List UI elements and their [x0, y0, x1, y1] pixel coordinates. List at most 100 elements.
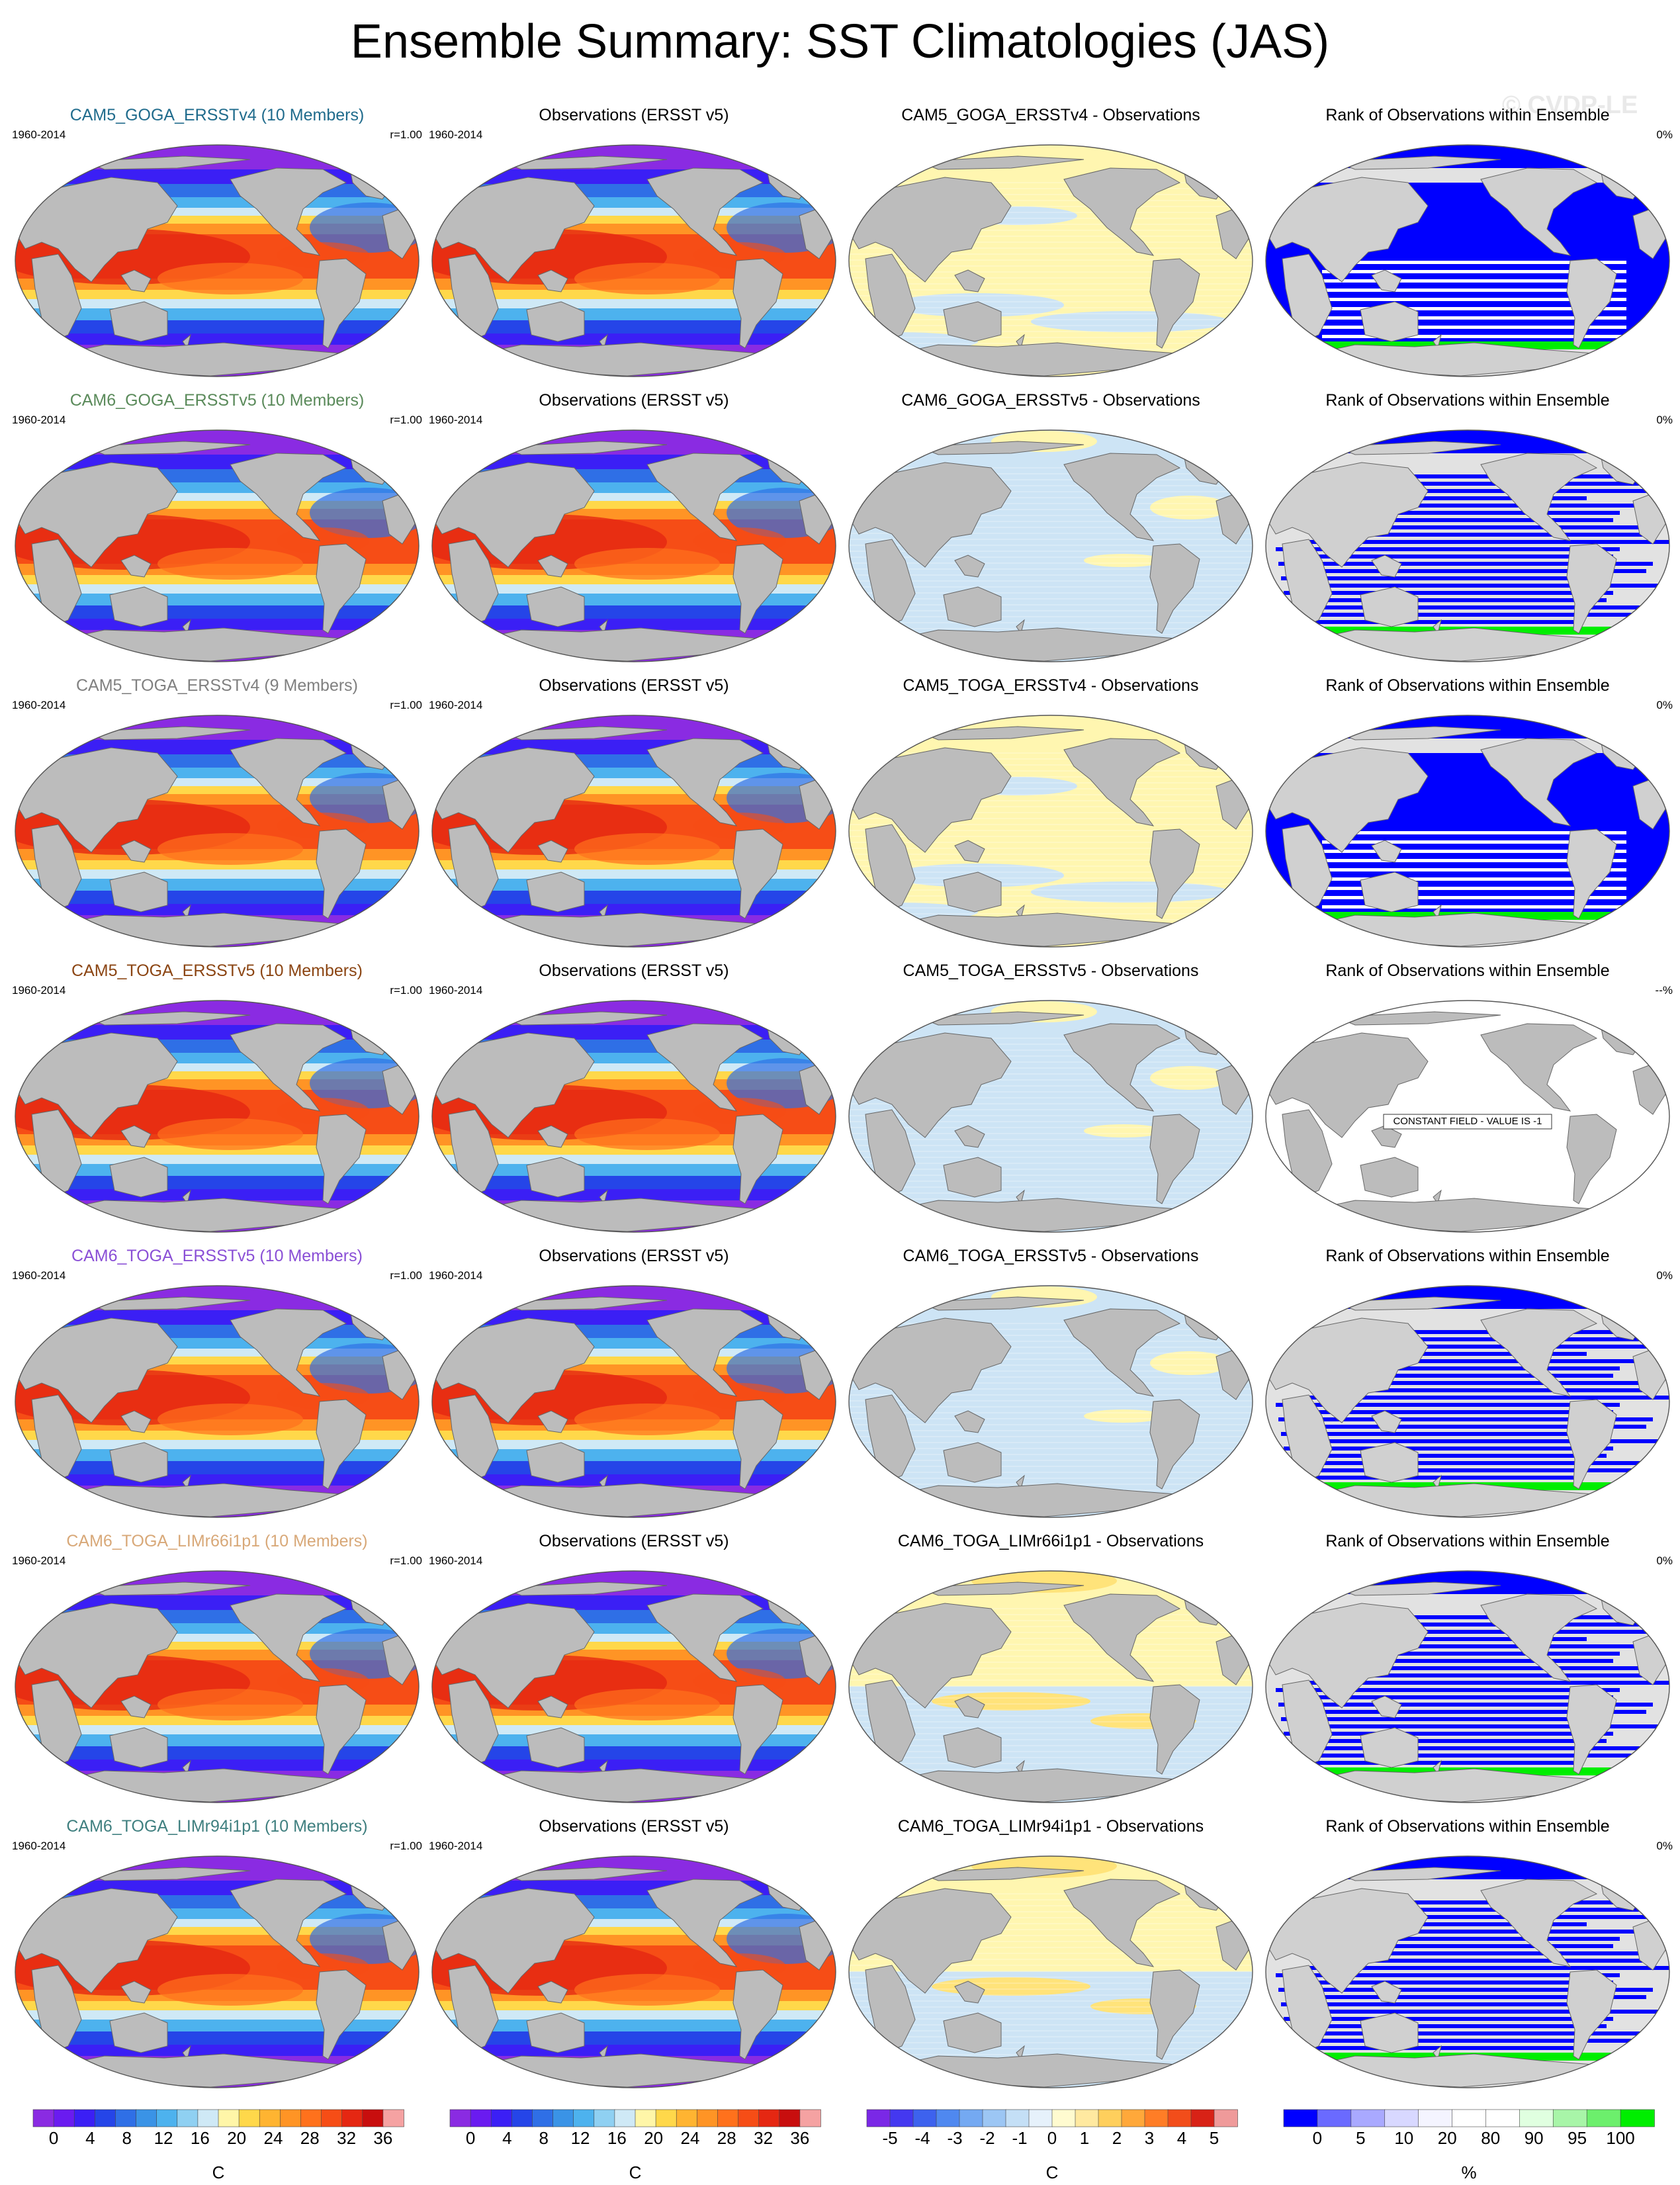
rank-map	[1265, 715, 1670, 948]
colorbar-swatch	[1121, 2109, 1145, 2127]
period-label: 1960-2014	[12, 414, 66, 426]
colorbar-swatch	[866, 2109, 891, 2127]
obs-panel-title: Observations (ERSST v5)	[539, 961, 729, 980]
diff-map	[848, 1000, 1253, 1233]
colorbar-swatches: -5 -4 -3 -2 -1 0 1 2 3 4 5	[866, 2109, 1238, 2148]
colorbar-tick-label: 36	[373, 2128, 392, 2148]
colorbar: 0 5 10 20 80 90 95 100%	[1280, 2104, 1658, 2182]
model-map	[15, 1285, 420, 1518]
rank-panel: Rank of Observations within Ensemble 0%	[1262, 1816, 1673, 2094]
colorbar-swatches: 0 5 10 20 80 90 95 100	[1283, 2109, 1655, 2148]
colorbar-swatch	[53, 2109, 75, 2127]
colorbar-tick-label: 32	[754, 2128, 773, 2148]
colorbar-swatch	[1317, 2109, 1352, 2127]
colorbar-swatch	[1586, 2109, 1621, 2127]
colorbar-swatch	[95, 2109, 116, 2127]
rank-panel-title: Rank of Observations within Ensemble	[1325, 1817, 1610, 1836]
model-panel: CAM6_TOGA_ERSSTv5 (10 Members) 1960-2014 r…	[12, 1245, 422, 1523]
colorbar-tick-label: 0	[1313, 2128, 1322, 2148]
colorbar-swatch	[635, 2109, 656, 2127]
rank-panel-title: Rank of Observations within Ensemble	[1325, 961, 1610, 980]
colorbar-tick-label: 0	[466, 2128, 475, 2148]
page-title: Ensemble Summary: SST Climatologies (JAS…	[350, 15, 1330, 68]
colorbar-swatch	[1552, 2109, 1587, 2127]
colorbar-swatch	[382, 2109, 404, 2127]
rank-panel-title: Rank of Observations within Ensemble	[1325, 1247, 1610, 1265]
colorbar-tick-label: 95	[1568, 2128, 1587, 2148]
rank-percent-label: 0%	[1656, 1554, 1673, 1567]
colorbar-tick-label: 16	[607, 2128, 627, 2148]
obs-panel: Observations (ERSST v5) 1960-2014	[429, 675, 839, 953]
rank-percent-label: 0%	[1656, 1840, 1673, 1852]
period-label: 1960-2014	[429, 699, 483, 711]
colorbar-tick-label: 1	[1080, 2128, 1089, 2148]
colorbar-swatch	[449, 2109, 471, 2127]
diff-panel-title: CAM5_TOGA_ERSSTv4 - Observations	[903, 676, 1199, 695]
period-label: 1960-2014	[12, 1554, 66, 1567]
colorbar-swatch	[1051, 2109, 1076, 2127]
rank-panel: Rank of Observations within Ensemble --% C…	[1262, 960, 1673, 1238]
diff-panel: CAM6_TOGA_LIMr66i1p1 - Observations	[846, 1531, 1256, 1808]
diff-panel: CAM5_TOGA_ERSSTv4 - Observations	[846, 675, 1256, 953]
colorbar-swatch	[1452, 2109, 1487, 2127]
colorbar-swatch	[779, 2109, 801, 2127]
colorbar-tick-label: 90	[1525, 2128, 1544, 2148]
rank-panel: Rank of Observations within Ensemble 0%	[1262, 675, 1673, 953]
obs-panel: Observations (ERSST v5) 1960-2014	[429, 105, 839, 382]
colorbar-tick-label: 3	[1145, 2128, 1154, 2148]
colorbar-swatch	[1075, 2109, 1099, 2127]
obs-panel-title: Observations (ERSST v5)	[539, 106, 729, 124]
watermark: © CVDP-LE	[1502, 91, 1638, 119]
colorbar-tick-label: 8	[122, 2128, 131, 2148]
rank-map	[1265, 1855, 1670, 2088]
colorbar-unit-label: C	[212, 2163, 225, 2182]
colorbar-swatch	[1350, 2109, 1386, 2127]
colorbar-swatch	[1620, 2109, 1655, 2127]
colorbar-swatch	[738, 2109, 760, 2127]
diff-panel-title: CAM6_GOGA_ERSSTv5 - Observations	[901, 391, 1200, 410]
colorbar-tick-label: 2	[1112, 2128, 1122, 2148]
colorbar-swatch	[259, 2109, 281, 2127]
colorbar-swatch	[1384, 2109, 1419, 2127]
pattern-correlation-label: r=1.00	[390, 1840, 422, 1852]
colorbar-swatch	[73, 2109, 96, 2127]
colorbar-tick-label: 4	[502, 2128, 511, 2148]
colorbar-swatch	[912, 2109, 937, 2127]
obs-panel-title: Observations (ERSST v5)	[539, 391, 729, 410]
colorbar: 0 4 8 12 16 20 24 28 32 36 C	[447, 2104, 824, 2182]
colorbar-swatch	[197, 2109, 219, 2127]
diff-panel: CAM6_TOGA_ERSSTv5 - Observations	[846, 1245, 1256, 1523]
colorbar-tick-label: 24	[681, 2128, 700, 2148]
colorbar-swatch	[614, 2109, 636, 2127]
colorbar-swatch	[553, 2109, 574, 2127]
colorbar-unit-label: %	[1461, 2163, 1477, 2182]
model-panel-title: CAM5_TOGA_ERSSTv5 (10 Members)	[71, 961, 363, 980]
model-panel-title: CAM6_TOGA_LIMr94i1p1 (10 Members)	[66, 1817, 368, 1836]
rank-map	[1265, 144, 1670, 377]
colorbar-swatch	[115, 2109, 137, 2127]
model-map	[15, 144, 420, 377]
diff-map	[848, 715, 1253, 948]
pattern-correlation-label: r=1.00	[390, 699, 422, 711]
colorbar-swatch	[321, 2109, 343, 2127]
colorbar-tick-label: 80	[1481, 2128, 1500, 2148]
rank-panel-title: Rank of Observations within Ensemble	[1325, 676, 1610, 695]
diff-panel-title: CAM6_TOGA_ERSSTv5 - Observations	[903, 1247, 1199, 1265]
pattern-correlation-label: r=1.00	[390, 984, 422, 997]
colorbar-tick-label: 10	[1394, 2128, 1413, 2148]
rank-map	[1265, 1570, 1670, 1803]
colorbar-swatch	[136, 2109, 157, 2127]
colorbar-swatch	[676, 2109, 698, 2127]
colorbar-swatch	[655, 2109, 678, 2127]
rank-percent-label: 0%	[1656, 128, 1673, 141]
colorbar-swatch	[490, 2109, 513, 2127]
colorbar: 0 4 8 12 16 20 24 28 32 36 C	[30, 2104, 407, 2182]
rank-panel-title: Rank of Observations within Ensemble	[1325, 391, 1610, 410]
period-label: 1960-2014	[12, 128, 66, 141]
colorbar-swatch	[238, 2109, 261, 2127]
colorbar-tick-label: 36	[790, 2128, 809, 2148]
colorbar-swatch	[32, 2109, 54, 2127]
colorbar-swatch	[717, 2109, 739, 2127]
rank-panel: Rank of Observations within Ensemble 0%	[1262, 1531, 1673, 1808]
colorbar-swatch	[697, 2109, 719, 2127]
